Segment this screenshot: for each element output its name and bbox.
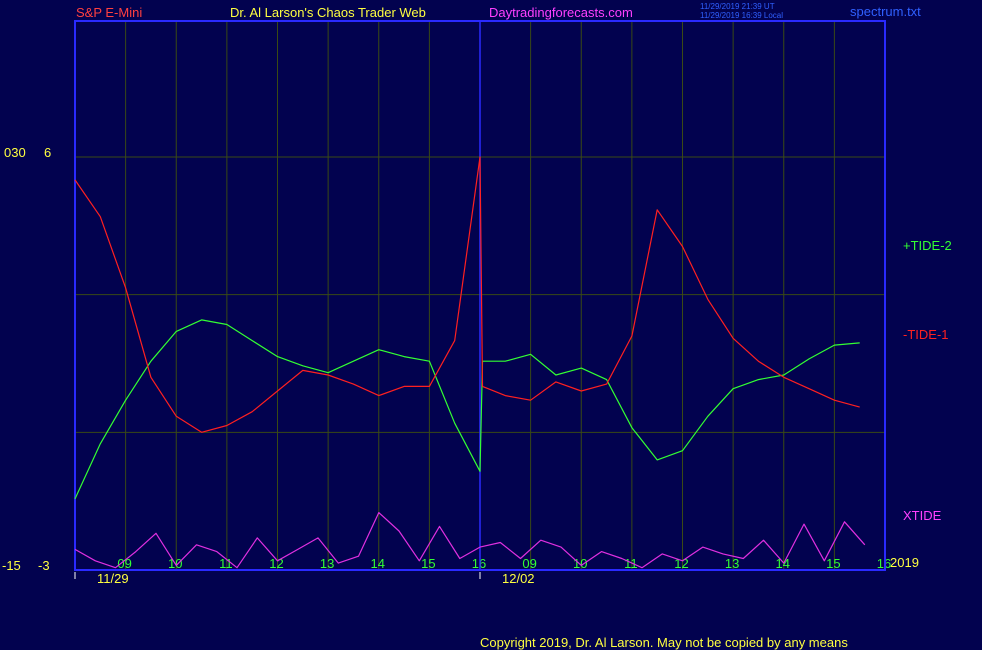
x-tick-label-7: 16: [472, 556, 486, 571]
x-tick-label-5: 14: [371, 556, 385, 571]
legend-tide-plus: +TIDE-2: [903, 238, 952, 253]
x-tick-label-10: 11: [624, 556, 638, 571]
file-label: spectrum.txt: [850, 4, 921, 19]
x-tick-label-12: 13: [725, 556, 739, 571]
x-tick-label-0: 09: [117, 556, 131, 571]
symbol-label: S&P E-Mini: [76, 5, 143, 20]
date-label-2: 12/02: [502, 571, 535, 586]
copyright-text: Copyright 2019, Dr. Al Larson. May not b…: [480, 635, 848, 650]
y-label-inner-top: 6: [44, 145, 52, 160]
x-tick-label-8: 09: [522, 556, 536, 571]
timestamp-utc: 11/29/2019 21:39 UT: [700, 2, 775, 11]
chart-title: Dr. Al Larson's Chaos Trader Web: [230, 5, 426, 20]
x-tick-label-14: 15: [826, 556, 840, 571]
legend-tide-minus: -TIDE-1: [903, 327, 949, 342]
x-tick-label-13: 14: [776, 556, 790, 571]
year-label: 2019: [890, 555, 919, 570]
x-tick-label-9: 10: [573, 556, 587, 571]
y-label-outer-bottom: -15: [2, 558, 21, 573]
series-line-tide-minus: [74, 156, 860, 433]
y-label-outer-top: 030: [4, 145, 26, 160]
x-tick-label-6: 15: [421, 556, 435, 571]
legend-xtide: XTIDE: [903, 508, 942, 523]
date-label-1: 11/29: [97, 571, 129, 586]
series-line-xtide: [74, 511, 866, 569]
y-label-inner-bottom: -3: [38, 558, 50, 573]
x-tick-label-4: 13: [320, 556, 334, 571]
x-tick-label-2: 11: [219, 556, 233, 571]
site-label: Daytradingforecasts.com: [489, 5, 633, 20]
chart-frame: [74, 20, 886, 571]
series-line-tide-plus: [74, 319, 860, 500]
timestamp-local: 11/29/2019 16:39 Local: [700, 11, 784, 20]
